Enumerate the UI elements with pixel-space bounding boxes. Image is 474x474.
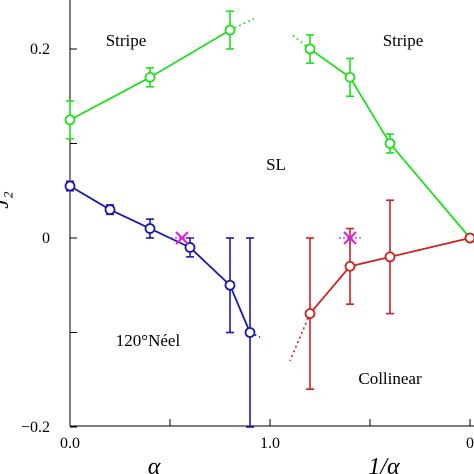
- ticks: [69, 48, 471, 428]
- x-axis-label-inverse-alpha: 1/α: [368, 454, 400, 474]
- data-point-1-0: [304, 43, 316, 55]
- plot-area: [64, 10, 474, 428]
- series-line-2: [69, 185, 251, 333]
- series-line-3: [309, 237, 471, 315]
- data-point-3-2: [384, 251, 396, 263]
- data-point-1-2: [384, 138, 396, 149]
- axis-labels: α 1/α J₂: [0, 191, 400, 474]
- region-label-stripe-left: Stripe: [106, 31, 147, 50]
- cross-marker-b-1: [343, 231, 357, 245]
- data-point-3-3: [464, 232, 474, 244]
- y-tick-label-0: 0: [42, 230, 50, 247]
- data-point-2-1: [104, 204, 116, 216]
- y-tick-label-neg-0.2: −0.2: [21, 419, 50, 436]
- region-labels: Stripe Stripe SL 120°Néel Collinear: [106, 31, 424, 388]
- data-point-2-5: [244, 327, 256, 338]
- data-point-2-2: [144, 223, 156, 234]
- y-axis-label: J₂: [0, 191, 13, 209]
- data-point-1-1: [344, 71, 356, 83]
- tick-labels: 0.2 0 −0.2 0.0 1.0 0: [21, 41, 474, 452]
- axes-frame: [69, 0, 474, 427]
- data-point-2-3: [184, 242, 196, 253]
- x-tick-label-0-right: 0: [466, 435, 474, 452]
- x-tick-label-1.0: 1.0: [260, 435, 280, 452]
- region-label-stripe-right: Stripe: [383, 31, 424, 50]
- extrapolation-line-3: [289, 313, 311, 362]
- region-label-sl: SL: [266, 155, 286, 174]
- series-line-1: [309, 48, 471, 239]
- region-label-neel: 120°Néel: [116, 331, 181, 350]
- data-point-0-1: [144, 71, 156, 83]
- x-tick-label-0.0: 0.0: [60, 435, 80, 452]
- x-axis-label-alpha: α: [148, 454, 161, 474]
- region-label-collinear: Collinear: [358, 369, 422, 388]
- data-point-2-4: [224, 279, 236, 291]
- cross-marker-b-0: [175, 231, 189, 245]
- extrapolation-line-1: [291, 34, 311, 50]
- data-point-0-2: [224, 24, 236, 36]
- data-point-3-1: [344, 260, 356, 272]
- data-point-2-0: [64, 180, 76, 192]
- data-point-0-0: [64, 114, 76, 126]
- y-tick-label-0.2: 0.2: [30, 41, 50, 58]
- data-point-3-0: [304, 308, 316, 320]
